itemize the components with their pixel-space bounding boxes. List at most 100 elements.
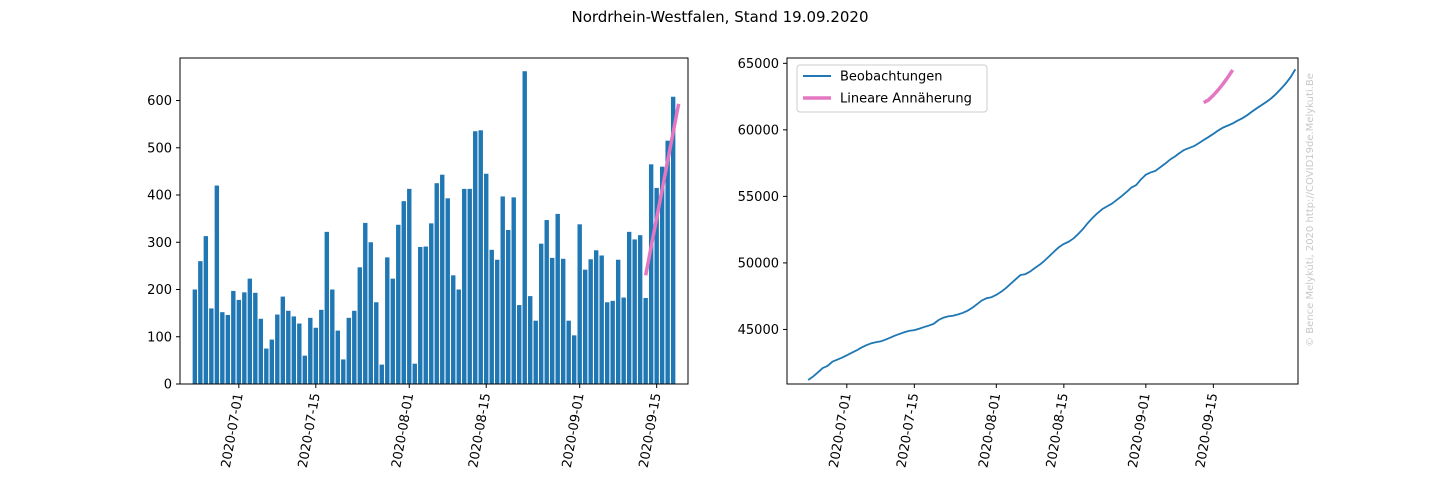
bar	[582, 269, 588, 384]
y-tick-label: 100	[147, 330, 172, 345]
axes-frame	[786, 57, 1299, 385]
bar	[412, 363, 417, 384]
bar	[423, 246, 428, 384]
bar	[308, 317, 313, 384]
bar	[407, 188, 412, 384]
bar	[225, 315, 231, 384]
bar	[335, 330, 340, 384]
bar	[258, 318, 264, 384]
x-tick-label: 2020-07-01	[219, 392, 247, 469]
bar	[209, 308, 214, 384]
bar	[396, 224, 401, 384]
bar	[264, 348, 269, 384]
bar	[522, 71, 527, 384]
bar	[297, 323, 302, 384]
bar	[253, 292, 258, 384]
bar	[324, 231, 329, 384]
bar	[555, 213, 560, 384]
bar	[401, 201, 406, 384]
bar	[467, 188, 472, 384]
bar	[528, 296, 533, 384]
bar	[192, 289, 198, 384]
bar	[654, 187, 659, 384]
bar	[637, 235, 643, 384]
legend-box	[796, 64, 988, 113]
bar	[346, 317, 351, 384]
legend: Beobachtungen Lineare Annäherung	[796, 64, 988, 113]
y-tick-label: 0	[164, 378, 172, 393]
bar	[566, 320, 571, 384]
bar	[440, 174, 445, 384]
y-tick-label: 300	[147, 236, 172, 251]
x-axis-ticks: 2020-07-01 2020-07-15 2020-08-01 2020-08-15…	[827, 384, 1221, 469]
bar	[670, 96, 676, 384]
bar	[198, 261, 203, 384]
bar	[275, 314, 280, 384]
bar	[445, 198, 450, 384]
bar	[615, 259, 621, 384]
bar	[665, 140, 670, 384]
bar	[473, 131, 478, 384]
bar	[319, 309, 324, 384]
bar	[429, 223, 434, 384]
bar	[500, 196, 505, 384]
y-tick-label: 600	[147, 94, 172, 109]
bar	[626, 231, 632, 384]
bar-series	[192, 71, 676, 384]
bar	[330, 289, 335, 384]
figure-title: Nordrhein-Westfalen, Stand 19.09.2020	[571, 8, 868, 26]
bar	[302, 355, 307, 384]
bar	[533, 320, 538, 384]
bar	[231, 290, 236, 384]
x-tick-label: 2020-09-15	[637, 392, 665, 469]
bar	[214, 185, 220, 384]
bar	[539, 243, 544, 384]
y-tick-label: 200	[147, 283, 172, 298]
x-tick-label: 2020-09-01	[1126, 392, 1154, 469]
bar	[648, 164, 654, 384]
x-tick-label: 2020-09-15	[1193, 392, 1221, 469]
series-line-observed-tail	[1203, 68, 1297, 141]
bar	[242, 292, 247, 384]
bar	[561, 258, 566, 384]
bar	[659, 166, 665, 384]
y-axis-ticks: 45000 50000 55000 60000 65000	[738, 57, 787, 338]
bar	[588, 259, 593, 384]
y-tick-label: 65000	[738, 57, 779, 72]
fit-line	[643, 103, 681, 276]
y-tick-label: 60000	[738, 123, 779, 138]
bar	[418, 246, 423, 384]
bar	[517, 305, 522, 384]
bar	[390, 278, 395, 384]
bar	[484, 173, 489, 384]
bar	[478, 130, 483, 384]
bar	[203, 236, 209, 384]
y-tick-label: 55000	[738, 190, 779, 205]
series-line-fit	[1202, 69, 1235, 105]
y-axis-ticks: 0 100 200 300 400 500 600	[147, 94, 180, 393]
bar	[280, 296, 286, 384]
bar	[643, 298, 648, 384]
bar	[247, 278, 253, 384]
daily-cases-bar-chart: 0 100 200 300 400 500 600 2020-07-01 2020-07-15…	[147, 57, 689, 469]
axes-frame	[179, 57, 689, 385]
bar	[610, 300, 615, 384]
series-line-observed	[807, 68, 1297, 381]
fit-line-group	[643, 103, 681, 276]
legend-label-fit: Lineare Annäherung	[840, 92, 972, 107]
y-tick-label: 500	[147, 141, 172, 156]
x-tick-label: 2020-09-01	[560, 392, 588, 469]
bar	[495, 259, 500, 384]
bar	[352, 310, 357, 384]
bar	[385, 257, 390, 384]
bar	[632, 239, 637, 384]
bar	[621, 297, 626, 384]
bar	[544, 220, 549, 384]
bar	[604, 302, 610, 384]
bar	[451, 275, 456, 384]
y-tick-label: 45000	[738, 323, 779, 338]
bar	[374, 302, 379, 384]
x-tick-label: 2020-08-15	[1044, 392, 1072, 469]
bar	[571, 335, 577, 384]
bar	[511, 197, 516, 384]
